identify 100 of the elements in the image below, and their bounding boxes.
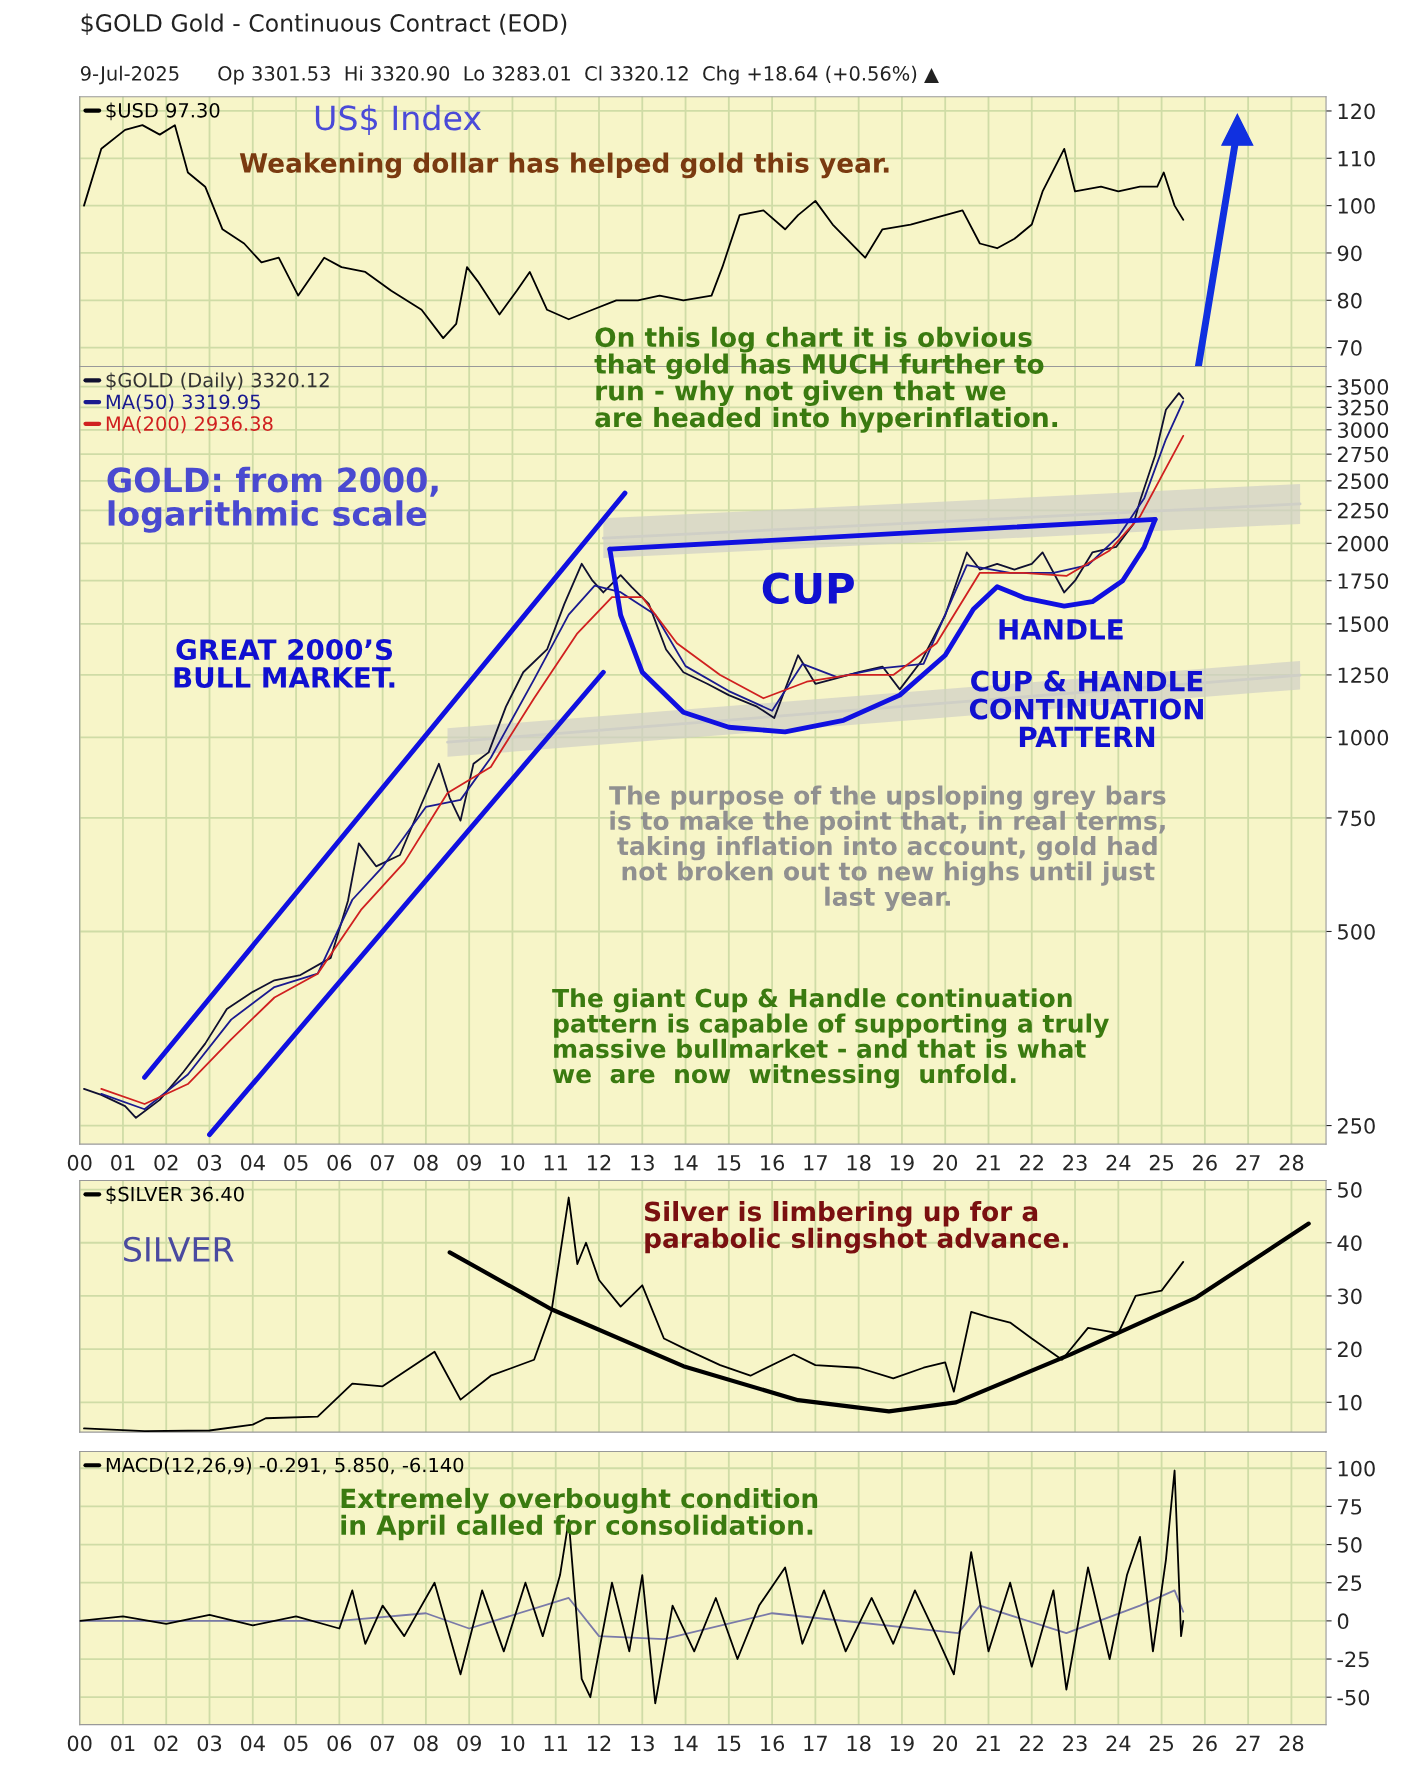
y-tick-label: 100 [1338, 1460, 1375, 1477]
annotation: Weakening dollar has helped gold this year. [239, 152, 889, 179]
y-tick-label: 20 [1337, 1341, 1362, 1358]
x-tick-label: 15 [717, 1735, 741, 1752]
x-tick-label: 21 [976, 1735, 1000, 1751]
x-tick-label: 19 [890, 1735, 914, 1752]
x-tick-label: 22 [1020, 1735, 1043, 1751]
x-tick-label: 26 [1193, 1154, 1217, 1171]
legend-label: $SILVER 36.40 [106, 1186, 244, 1204]
y-tick-label: 3250 [1338, 399, 1389, 416]
legend-label: MA(50) 3319.95 [106, 394, 260, 412]
x-tick-label: 09 [457, 1154, 481, 1171]
x-tick-label: 26 [1193, 1735, 1217, 1752]
x-tick-label: 03 [197, 1154, 222, 1171]
annotation: The giant Cup & Handle continuation pattern is capable of supporting a truly massive bullmarket - and that is what we are now witnessing unfold. [552, 988, 1109, 1089]
x-tick-label: 20 [933, 1154, 958, 1171]
x-tick-label: 13 [631, 1735, 654, 1752]
y-tick-label: 1750 [1338, 573, 1389, 589]
x-tick-label: 13 [631, 1154, 654, 1171]
x-tick-label: 20 [933, 1735, 958, 1752]
x-tick-label: 23 [1063, 1154, 1087, 1171]
x-tick-label: 01 [111, 1154, 135, 1171]
x-tick-label: 00 [67, 1735, 92, 1752]
x-tick-label: 21 [976, 1154, 1000, 1171]
y-tick-label: 2750 [1337, 446, 1389, 463]
x-tick-label: 06 [327, 1735, 352, 1752]
y-tick-label: 100 [1338, 198, 1375, 214]
y-tick-label: -50 [1337, 1689, 1370, 1706]
y-tick-label: 2250 [1337, 502, 1389, 519]
y-tick-label: -25 [1337, 1651, 1369, 1668]
x-tick-label: 10 [501, 1735, 525, 1752]
annotation: CUP & HANDLE CONTINUATION PATTERN [969, 670, 1203, 748]
y-tick-label: 120 [1338, 103, 1375, 120]
legend-label: MACD(12,26,9) -0.291, 5.850, -6.140 [106, 1457, 464, 1475]
y-tick-label: 40 [1337, 1235, 1362, 1251]
x-tick-label: 05 [284, 1154, 308, 1171]
x-tick-label: 12 [588, 1735, 611, 1751]
x-tick-label: 00 [67, 1154, 92, 1171]
y-tick-label: 1000 [1338, 729, 1389, 746]
y-tick-label: 25 [1337, 1575, 1362, 1591]
y-tick-label: 250 [1337, 1118, 1375, 1134]
x-tick-label: 03 [197, 1735, 222, 1752]
legend-label: MA(200) 2936.38 [106, 415, 273, 434]
annotation: SILVER [123, 1236, 234, 1262]
x-tick-label: 09 [457, 1735, 481, 1752]
x-tick-label: 17 [804, 1735, 827, 1751]
x-tick-label: 05 [284, 1735, 308, 1752]
y-tick-label: 80 [1337, 292, 1362, 309]
x-tick-label: 23 [1063, 1735, 1087, 1752]
chart-subtitle: 9-Jul-2025 Op 3301.53 Hi 3320.90 Lo 3283.01 Cl 3320.12 Chg +18.64 (+0.56%) ▲ [80, 65, 939, 85]
y-tick-label: 500 [1338, 923, 1375, 940]
x-tick-label: 16 [761, 1154, 785, 1171]
x-tick-label: 18 [847, 1735, 871, 1752]
x-tick-label: 04 [240, 1735, 265, 1752]
x-tick-label: 08 [414, 1735, 438, 1752]
chart-title: $GOLD Gold - Continuous Contract (EOD) [81, 13, 567, 36]
x-tick-label: 27 [1236, 1154, 1260, 1171]
x-tick-label: 10 [501, 1154, 525, 1171]
annotation: The purpose of the upsloping grey bars is to make the point that, in real terms, taking inflation into account, gold had not broken out to new highs until just last year. [609, 785, 1166, 912]
x-tick-label: 14 [674, 1155, 698, 1171]
y-tick-label: 3000 [1338, 422, 1389, 438]
annotation: GOLD: from 2000, logarithmic scale [107, 466, 438, 533]
x-tick-label: 19 [890, 1154, 914, 1171]
y-tick-label: 2500 [1337, 473, 1389, 490]
x-tick-label: 27 [1236, 1735, 1260, 1751]
annotation: US$ Index [315, 104, 482, 135]
y-tick-label: 1250 [1338, 667, 1389, 684]
x-tick-label: 25 [1149, 1154, 1174, 1171]
y-tick-label: 90 [1337, 245, 1362, 262]
x-tick-label: 28 [1279, 1735, 1304, 1752]
x-tick-label: 22 [1020, 1154, 1043, 1171]
y-tick-label: 75 [1338, 1499, 1362, 1515]
x-tick-label: 07 [370, 1154, 395, 1171]
x-tick-label: 17 [804, 1155, 827, 1171]
x-tick-label: 14 [674, 1735, 698, 1751]
x-tick-label: 24 [1106, 1154, 1131, 1171]
y-tick-label: 3500 [1338, 379, 1389, 395]
y-tick-label: 110 [1338, 150, 1375, 167]
x-tick-label: 02 [154, 1154, 178, 1171]
x-tick-label: 11 [544, 1735, 568, 1751]
annotation: On this log chart it is obvious that gold has MUCH further to run - why not given that we are headed into hyperinflation. [594, 326, 1058, 433]
x-tick-label: 15 [717, 1155, 741, 1171]
y-tick-label: 30 [1338, 1288, 1362, 1305]
x-tick-label: 25 [1149, 1735, 1174, 1752]
x-tick-label: 11 [544, 1155, 568, 1171]
x-tick-label: 18 [847, 1154, 871, 1171]
y-tick-label: 0 [1337, 1613, 1349, 1630]
y-tick-label: 50 [1338, 1182, 1362, 1198]
x-tick-label: 16 [761, 1735, 785, 1752]
x-tick-label: 01 [111, 1735, 135, 1752]
y-tick-label: 70 [1338, 340, 1362, 356]
y-tick-label: 2000 [1337, 535, 1389, 552]
x-tick-label: 24 [1106, 1735, 1131, 1751]
legend-label: $GOLD (Daily) 3320.12 [106, 372, 329, 392]
x-tick-label: 07 [370, 1735, 395, 1752]
legend-label: $USD 97.30 [106, 102, 220, 121]
x-tick-label: 04 [240, 1154, 265, 1171]
y-tick-label: 750 [1338, 810, 1375, 827]
annotation: GREAT 2000’S BULL MARKET. [174, 639, 395, 688]
y-tick-label: 1500 [1338, 616, 1389, 633]
